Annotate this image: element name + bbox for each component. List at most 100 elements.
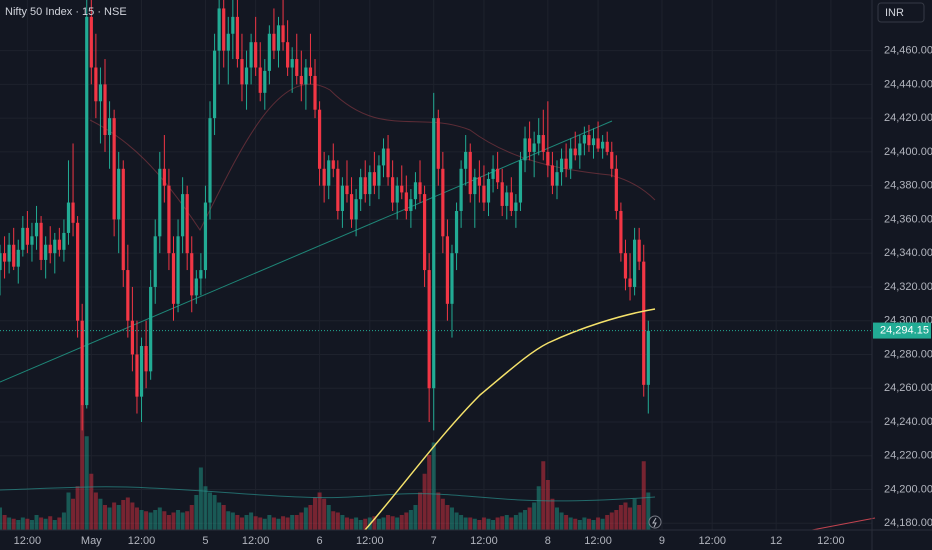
volume-bar (554, 507, 559, 530)
volume-bar (596, 517, 601, 530)
alert-icon[interactable] (648, 515, 662, 529)
volume-bar (399, 515, 404, 530)
volume-bar (527, 507, 532, 530)
y-tick-label: 24,380.00 (884, 180, 932, 192)
volume-bar (637, 505, 642, 530)
volume-bar (226, 511, 231, 530)
candle-body (573, 148, 577, 156)
candle-body (190, 253, 194, 296)
candle-body (505, 192, 509, 206)
volume-bar (52, 520, 57, 530)
candle-body (199, 270, 203, 279)
candle-body (454, 210, 459, 254)
candle-body (409, 199, 413, 211)
volume-bar (463, 517, 468, 530)
volume-bar (107, 507, 112, 530)
volume-bar (413, 505, 418, 530)
candle-body (149, 286, 153, 372)
candle-body (304, 67, 308, 85)
volume-bar (632, 498, 637, 530)
volume-bar (449, 507, 454, 530)
volume-bar (577, 520, 582, 530)
volume-bar (180, 512, 185, 530)
candles (0, 0, 650, 431)
candle-body (605, 141, 609, 152)
candle-body (21, 227, 25, 250)
volume-bar (509, 517, 514, 530)
candle-body (514, 202, 518, 211)
volume-bar (75, 486, 80, 530)
candle-body (578, 143, 582, 156)
candle-body (222, 8, 226, 51)
candle-body (263, 70, 267, 93)
candle-body (57, 239, 61, 250)
volume-bar (431, 442, 436, 530)
last-price-tag (873, 322, 931, 339)
volume-bar (445, 505, 450, 530)
candle-body (71, 202, 75, 223)
volume-bar (459, 515, 464, 530)
volume-bar (427, 455, 432, 530)
candle-body (637, 239, 641, 262)
volume-bar (281, 516, 286, 530)
candle-body (459, 168, 463, 211)
volume-bar (66, 492, 71, 530)
axes: 24,180.00 24,200.00 24,220.00 24,240.00 24,2… (0, 45, 932, 547)
candle-body (103, 84, 107, 136)
candle-body (559, 158, 564, 173)
candle-body (610, 151, 614, 169)
candle-body (500, 182, 504, 206)
candle-body (313, 75, 317, 110)
candle-body (185, 194, 189, 254)
volume-bar (171, 512, 176, 530)
candle-body (117, 168, 121, 220)
volume-bar (390, 516, 395, 530)
candle-body (194, 278, 198, 296)
candle-body (162, 168, 166, 186)
candle-body (377, 165, 381, 186)
volume-bar (144, 511, 149, 530)
x-tick-label: 12 (770, 535, 782, 547)
candle-body (464, 151, 468, 169)
candle-body (153, 236, 157, 287)
volume-bar (472, 518, 477, 530)
x-tick-label: 12:00 (698, 535, 726, 547)
volume-bar (518, 512, 523, 530)
y-tick-label: 24,220.00 (884, 450, 932, 462)
currency-box[interactable] (877, 2, 925, 23)
candle-body (395, 185, 399, 203)
volume-bar (331, 511, 336, 530)
volume-bar (500, 516, 505, 530)
candle-body (112, 118, 116, 220)
x-tick-label: 6 (317, 535, 323, 547)
volume-bar (162, 511, 167, 530)
volume-bar (308, 505, 313, 530)
volume-bar (395, 517, 400, 530)
candle-body (422, 194, 427, 271)
volume-bar (221, 505, 226, 530)
volume-bar (486, 518, 491, 530)
volume-bar (545, 480, 550, 530)
volume-bar (271, 517, 276, 530)
candle-body (158, 168, 162, 237)
volume-bar (404, 512, 409, 530)
y-tick-label: 24,320.00 (884, 281, 932, 293)
volume-bar (112, 502, 117, 530)
volume-bar (139, 510, 144, 530)
candle-body (550, 165, 555, 186)
volume-bar (43, 518, 48, 530)
volume-bar (57, 517, 62, 530)
candle-body (30, 236, 34, 245)
candle-body (135, 354, 139, 397)
candle-body (628, 278, 632, 287)
volume-bar (317, 492, 322, 530)
candle-body (523, 138, 527, 161)
candle-body (591, 138, 596, 146)
volume-bar (344, 517, 349, 530)
volume-bar (454, 512, 459, 530)
x-tick-label: 9 (659, 535, 665, 547)
candle-body (441, 168, 445, 237)
candle-body (582, 135, 586, 144)
